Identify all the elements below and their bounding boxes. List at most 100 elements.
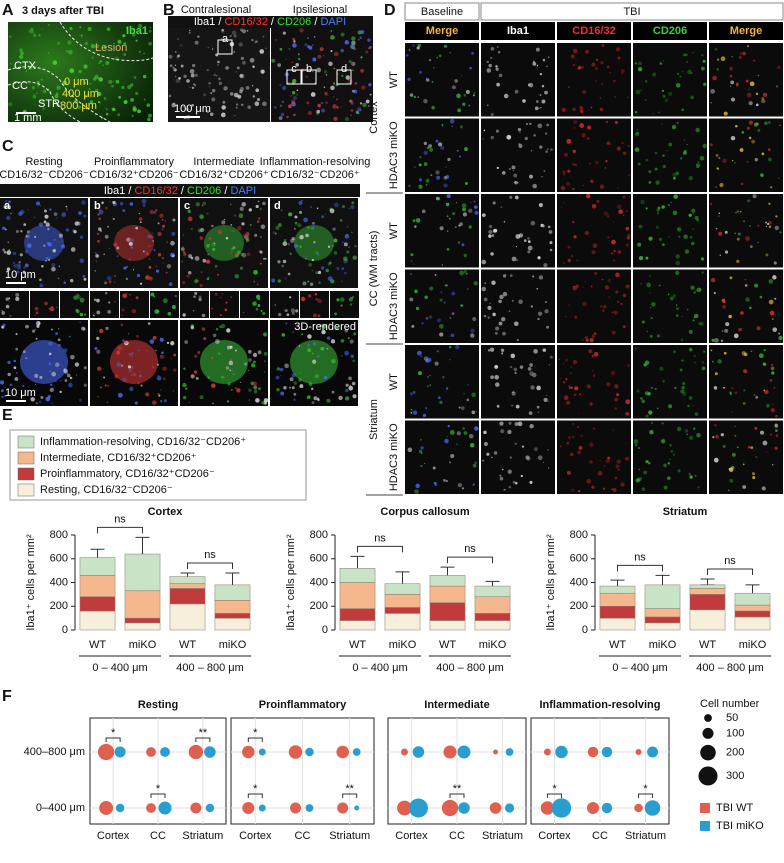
- cell-signal: [701, 366, 706, 371]
- chart-title: Cortex: [148, 506, 184, 518]
- inset-box: [301, 69, 317, 85]
- bubble: [354, 805, 360, 811]
- cell-signal: [423, 98, 428, 104]
- cell-signal: [634, 443, 638, 447]
- cell-signal: [281, 333, 286, 337]
- cell-signal: [317, 253, 320, 256]
- cell-signal: [116, 350, 121, 355]
- cell-signal: [229, 34, 232, 38]
- chart-title: Striatum: [663, 506, 708, 518]
- cell-signal: [468, 225, 472, 229]
- cell-signal: [234, 274, 240, 279]
- cell-signal: [738, 55, 742, 59]
- size-key-label: 300: [726, 770, 744, 782]
- cell-signal: [412, 44, 415, 47]
- cell-signal: [206, 110, 210, 113]
- cell-signal: [121, 308, 125, 312]
- row-label: 0–400 μm: [36, 802, 85, 814]
- cell-signal: [279, 47, 283, 51]
- cell-signal: [257, 304, 261, 307]
- cell-signal: [9, 314, 12, 317]
- significance-label: ns: [114, 513, 126, 525]
- cell-signal: [564, 152, 568, 157]
- column-header: Proinflammatory: [94, 156, 175, 168]
- cell-signal: [734, 425, 737, 428]
- cell-signal: [542, 58, 546, 62]
- stain-name: DAPI: [320, 16, 346, 28]
- y-tick-label: 600: [310, 553, 328, 565]
- cell-signal: [724, 328, 729, 333]
- cell-signal: [428, 59, 431, 62]
- micrograph: [709, 194, 783, 268]
- cell-signal: [425, 77, 428, 80]
- cell-signal: [484, 282, 487, 284]
- cell-signal: [544, 132, 548, 135]
- cell-signal: [460, 75, 463, 77]
- cell-signal: [589, 162, 591, 165]
- cell-signal: [610, 370, 616, 376]
- cell-signal: [589, 402, 593, 406]
- cell-signal: [43, 220, 47, 224]
- cell-signal: [409, 93, 414, 97]
- cell-signal: [69, 376, 73, 380]
- cell-signal: [715, 154, 719, 157]
- cell-signal: [481, 213, 486, 218]
- cell-signal: [26, 70, 28, 72]
- cell-signal: [217, 60, 220, 64]
- cell-signal: [255, 40, 258, 43]
- cell-signal: [714, 48, 718, 51]
- cell-signal: [293, 392, 297, 396]
- cell-signal: [13, 359, 16, 363]
- chart-title: Intermediate: [424, 699, 489, 711]
- cell-signal: [537, 256, 541, 260]
- cell-signal: [579, 123, 585, 128]
- cell-signal: [537, 123, 543, 129]
- cell-signal: [712, 75, 717, 81]
- cell-signal: [166, 264, 172, 269]
- cell-signal: [340, 304, 343, 307]
- cell-signal: [170, 240, 175, 246]
- cell-signal: [297, 57, 301, 61]
- cell-signal: [259, 49, 265, 54]
- bubble: [504, 803, 515, 813]
- size-key-label: 50: [726, 712, 738, 724]
- cell-signal: [181, 261, 183, 263]
- cell-signal: [24, 249, 29, 254]
- cell-signal: [263, 351, 268, 356]
- stain-name: /: [311, 16, 320, 28]
- cell-signal: [580, 109, 584, 114]
- cell-signal: [238, 213, 244, 219]
- cell-signal: [241, 29, 247, 34]
- cell-signal: [143, 74, 147, 79]
- cell-signal: [746, 160, 749, 164]
- cell-signal: [442, 375, 445, 379]
- row-label: 400–800 μm: [24, 746, 85, 758]
- micrograph: [481, 269, 555, 343]
- cell-signal: [731, 452, 736, 457]
- cell-signal: [83, 81, 86, 84]
- significance-label: **: [199, 727, 208, 739]
- cell-signal: [297, 53, 300, 56]
- channel-thumb: [150, 291, 179, 318]
- cell-signal: [617, 468, 620, 471]
- bar-segment: [384, 607, 421, 614]
- cell-signal: [68, 335, 71, 338]
- cell-signal: [746, 92, 752, 98]
- cell-signal: [315, 250, 319, 255]
- cell-signal: [284, 308, 288, 313]
- cell-signal: [117, 345, 123, 351]
- cell-signal: [219, 314, 222, 317]
- cell-signal: [774, 297, 777, 300]
- cell-signal: [259, 250, 263, 254]
- cell-signal: [772, 318, 774, 320]
- cell-signal: [184, 340, 189, 344]
- cell-signal: [541, 176, 543, 178]
- stain-name: /: [268, 16, 277, 28]
- cell-signal: [69, 68, 75, 74]
- cell-signal: [604, 167, 607, 169]
- cell-signal: [572, 423, 574, 425]
- cell-signal: [344, 329, 348, 333]
- cell-signal: [646, 330, 649, 333]
- significance-bracket: [187, 562, 233, 569]
- cell-signal: [199, 395, 204, 400]
